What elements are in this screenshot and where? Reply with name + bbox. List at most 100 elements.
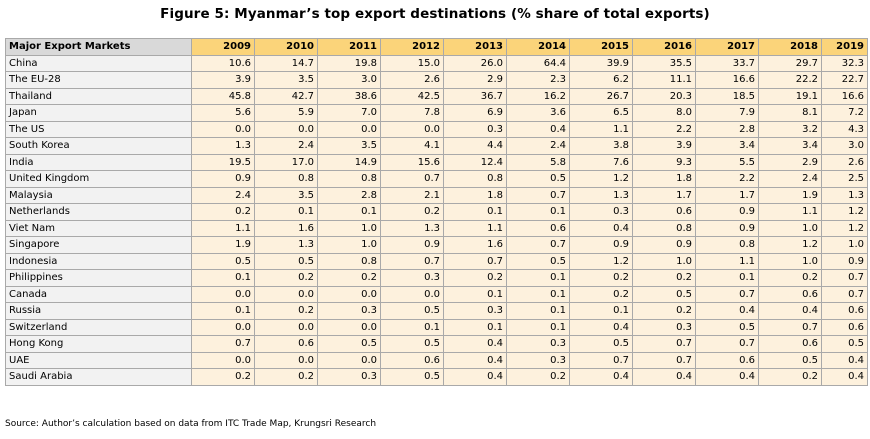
header-year: 2011 (317, 38, 381, 56)
table-row: Malaysia 2.4 3.5 2.8 2.1 1.8 0.7 1.3 1.7 1.7 1.9 1.… (5, 186, 868, 204)
header-year: 2013 (443, 38, 507, 56)
share-value-cell: 17.0 (254, 153, 318, 171)
share-value-cell: 39.9 (569, 54, 633, 72)
share-value-cell: 3.8 (569, 137, 633, 155)
share-value-cell: 0.0 (254, 120, 318, 138)
share-value-cell: 2.1 (380, 186, 444, 204)
header-year: 2015 (569, 38, 633, 56)
share-value-cell: 9.3 (632, 153, 696, 171)
share-value-cell: 0.5 (254, 252, 318, 270)
share-value-cell: 0.4 (569, 219, 633, 237)
table-row: Singapore 1.9 1.3 1.0 0.9 1.6 0.7 0.9 0.9 0.8 1.2 1… (5, 236, 868, 254)
share-value-cell: 0.0 (317, 285, 381, 303)
header-year: 2017 (695, 38, 759, 56)
table-row: Hong Kong 0.7 0.6 0.5 0.5 0.4 0.3 0.5 0.7 0.7 0.6 0… (5, 335, 868, 353)
share-value-cell: 1.1 (569, 120, 633, 138)
share-value-cell: 0.6 (695, 351, 759, 369)
share-value-cell: 1.0 (821, 236, 868, 254)
market-name-cell: Thailand (5, 87, 192, 105)
market-name-cell: Russia (5, 302, 192, 320)
market-name-cell: The EU-28 (5, 71, 192, 89)
share-value-cell: 0.5 (191, 252, 255, 270)
share-value-cell: 22.7 (821, 71, 868, 89)
share-value-cell: 10.6 (191, 54, 255, 72)
share-value-cell: 0.7 (632, 351, 696, 369)
share-value-cell: 38.6 (317, 87, 381, 105)
share-value-cell: 2.4 (758, 170, 822, 188)
source-note: Source: Author’s calculation based on da… (5, 419, 377, 429)
share-value-cell: 8.0 (632, 104, 696, 122)
share-value-cell: 0.1 (506, 269, 570, 287)
share-value-cell: 0.5 (380, 302, 444, 320)
share-value-cell: 0.0 (380, 285, 444, 303)
share-value-cell: 0.3 (506, 335, 570, 353)
share-value-cell: 42.7 (254, 87, 318, 105)
table-row: Japan 5.6 5.9 7.0 7.8 6.9 3.6 6.5 8.0 7.9 8.1 7.2 (5, 104, 868, 122)
market-name-cell: Viet Nam (5, 219, 192, 237)
share-value-cell: 1.2 (821, 203, 868, 221)
share-value-cell: 2.5 (821, 170, 868, 188)
share-value-cell: 0.0 (254, 318, 318, 336)
share-value-cell: 0.1 (443, 318, 507, 336)
share-value-cell: 0.4 (821, 368, 868, 386)
table-row: Thailand 45.8 42.7 38.6 42.5 36.7 16.2 26.7 20.3… (5, 87, 868, 105)
share-value-cell: 8.1 (758, 104, 822, 122)
share-value-cell: 1.8 (443, 186, 507, 204)
market-name-cell: United Kingdom (5, 170, 192, 188)
share-value-cell: 22.2 (758, 71, 822, 89)
share-value-cell: 0.7 (380, 170, 444, 188)
share-value-cell: 1.0 (317, 236, 381, 254)
share-value-cell: 0.8 (632, 219, 696, 237)
share-value-cell: 0.7 (443, 252, 507, 270)
share-value-cell: 0.1 (506, 318, 570, 336)
share-value-cell: 0.5 (380, 368, 444, 386)
header-year: 2009 (191, 38, 255, 56)
share-value-cell: 2.2 (695, 170, 759, 188)
share-value-cell: 2.2 (632, 120, 696, 138)
share-value-cell: 0.0 (191, 120, 255, 138)
share-value-cell: 0.1 (506, 285, 570, 303)
share-value-cell: 1.6 (443, 236, 507, 254)
share-value-cell: 1.3 (821, 186, 868, 204)
table-row: UAE 0.0 0.0 0.0 0.6 0.4 0.3 0.7 0.7 0.6 0.5 0.4 (5, 351, 868, 369)
share-value-cell: 0.2 (758, 368, 822, 386)
share-value-cell: 16.6 (695, 71, 759, 89)
share-value-cell: 0.4 (569, 318, 633, 336)
share-value-cell: 0.4 (569, 368, 633, 386)
share-value-cell: 6.5 (569, 104, 633, 122)
share-value-cell: 1.1 (695, 252, 759, 270)
share-value-cell: 0.8 (317, 170, 381, 188)
share-value-cell: 0.3 (380, 269, 444, 287)
share-value-cell: 3.4 (758, 137, 822, 155)
table-body: China 10.6 14.7 19.8 15.0 26.0 64.4 39.9 35.5 33.… (5, 54, 868, 386)
share-value-cell: 7.6 (569, 153, 633, 171)
share-value-cell: 0.6 (380, 351, 444, 369)
share-value-cell: 32.3 (821, 54, 868, 72)
market-name-cell: India (5, 153, 192, 171)
share-value-cell: 0.9 (380, 236, 444, 254)
share-value-cell: 1.7 (695, 186, 759, 204)
share-value-cell: 1.1 (443, 219, 507, 237)
share-value-cell: 0.2 (254, 302, 318, 320)
share-value-cell: 0.7 (380, 252, 444, 270)
share-value-cell: 1.1 (758, 203, 822, 221)
table-row: The EU-28 3.9 3.5 3.0 2.6 2.9 2.3 6.2 11.1 16.6 22… (5, 71, 868, 89)
share-value-cell: 0.4 (443, 351, 507, 369)
share-value-cell: 3.5 (254, 186, 318, 204)
share-value-cell: 0.5 (758, 351, 822, 369)
share-value-cell: 16.6 (821, 87, 868, 105)
share-value-cell: 15.0 (380, 54, 444, 72)
share-value-cell: 5.6 (191, 104, 255, 122)
share-value-cell: 1.7 (632, 186, 696, 204)
share-value-cell: 5.9 (254, 104, 318, 122)
share-value-cell: 0.3 (632, 318, 696, 336)
share-value-cell: 1.2 (569, 252, 633, 270)
header-year: 2016 (632, 38, 696, 56)
header-year: 2019 (821, 38, 868, 56)
share-value-cell: 0.5 (632, 285, 696, 303)
share-value-cell: 20.3 (632, 87, 696, 105)
export-share-table: Major Export Markets 2009 2010 2011 2012 201… (5, 38, 868, 386)
share-value-cell: 0.6 (758, 335, 822, 353)
share-value-cell: 0.4 (632, 368, 696, 386)
table-row: Viet Nam 1.1 1.6 1.0 1.3 1.1 0.6 0.4 0.8 0.9 1.0 1.… (5, 219, 868, 237)
